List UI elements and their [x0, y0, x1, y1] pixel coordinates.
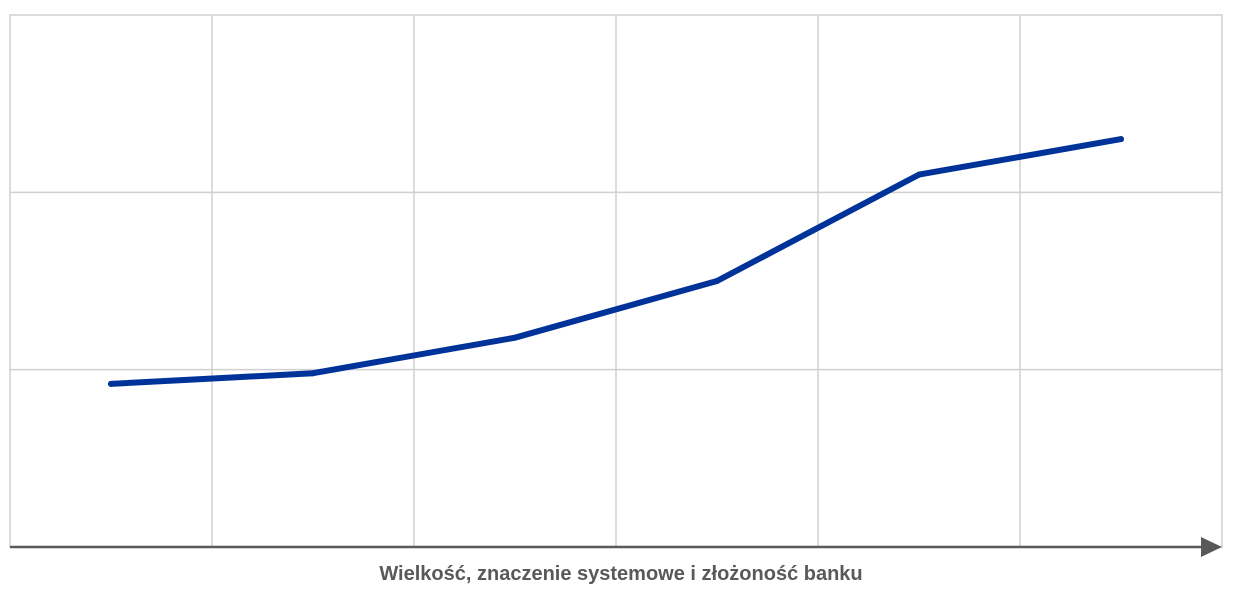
series-line: [108, 136, 1124, 387]
data-point: [310, 370, 316, 377]
grid: [9, 14, 1223, 548]
data-point: [512, 334, 518, 341]
data-point: [916, 171, 922, 178]
series-layer: [108, 136, 1124, 387]
data-point: [714, 278, 720, 284]
x-axis: [10, 537, 1222, 557]
data-point: [1118, 136, 1124, 143]
x-axis-title: Wielkość, znaczenie systemowe i złożonoś…: [379, 563, 862, 585]
data-point: [108, 380, 114, 387]
x-axis-arrow-icon: [1201, 537, 1222, 557]
